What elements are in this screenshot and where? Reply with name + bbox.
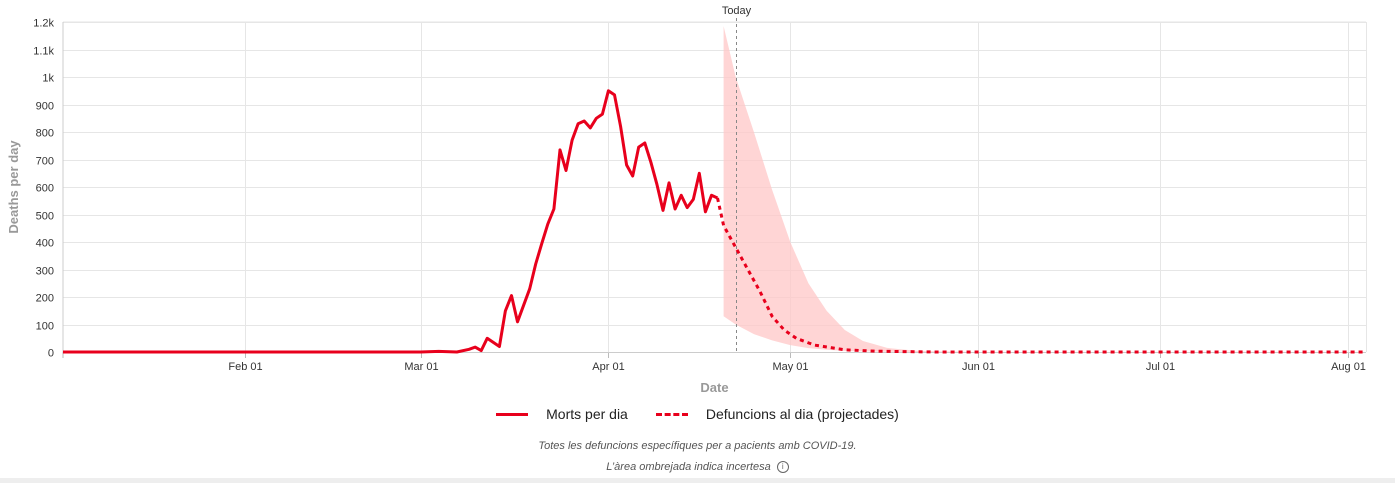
legend-item-actual[interactable]: Morts per dia (496, 406, 628, 422)
legend-swatch-dashed (655, 412, 688, 416)
x-tick-label: Apr 01 (592, 361, 624, 373)
y-tick-label: 400 (36, 238, 54, 250)
legend-swatch-solid (496, 412, 529, 416)
deaths-chart: 0 100 200 300 400 500 600 700 800 900 1k 1.1k 1.2k Fe… (6, 5, 1367, 395)
y-tick-label: 900 (36, 101, 54, 113)
today-label: Today (722, 5, 752, 17)
y-tick-label: 1.2k (33, 18, 54, 30)
uncertainty-band (723, 26, 973, 352)
legend-label-projected: Defuncions al dia (projectades) (705, 406, 899, 422)
y-tick-label: 200 (36, 293, 54, 305)
x-tick-label: May 01 (772, 361, 808, 373)
info-icon[interactable]: i (776, 461, 789, 474)
chart-notes: Totes les defuncions específiques per a … (0, 436, 1395, 478)
note-line-1: Totes les defuncions específiques per a … (538, 440, 857, 452)
legend: Morts per dia Defuncions al dia (project… (0, 402, 1395, 426)
x-axis-title: Date (700, 380, 728, 395)
y-tick-label: 0 (48, 348, 54, 360)
x-tick-label: Aug 01 (1331, 361, 1366, 373)
x-tick-label: Feb 01 (228, 361, 262, 373)
y-tick-label: 100 (36, 321, 54, 333)
y-tick-label: 1.1k (33, 46, 54, 58)
legend-item-projected[interactable]: Defuncions al dia (projectades) (655, 406, 899, 422)
note-line-2: L’àrea ombrejada indica incertesa i (0, 457, 1395, 478)
bottom-divider (0, 478, 1395, 483)
note-line-2-text: L’àrea ombrejada indica incertesa (606, 461, 771, 473)
y-tick-label: 800 (36, 128, 54, 140)
y-tick-label: 600 (36, 183, 54, 195)
x-tick-label: Jun 01 (962, 361, 995, 373)
y-tick-label: 1k (42, 73, 54, 85)
chart-area: 0 100 200 300 400 500 600 700 800 900 1k 1.1k 1.2k Fe… (6, 5, 1367, 395)
x-tick-label: Mar 01 (404, 361, 438, 373)
y-tick-label: 700 (36, 156, 54, 168)
series-line-actual (63, 89, 719, 354)
y-axis-title: Deaths per day (6, 140, 21, 234)
y-tick-label: 500 (36, 211, 54, 223)
x-tick-label: Jul 01 (1146, 361, 1175, 373)
y-tick-label: 300 (36, 266, 54, 278)
legend-label-actual: Morts per dia (546, 406, 628, 422)
